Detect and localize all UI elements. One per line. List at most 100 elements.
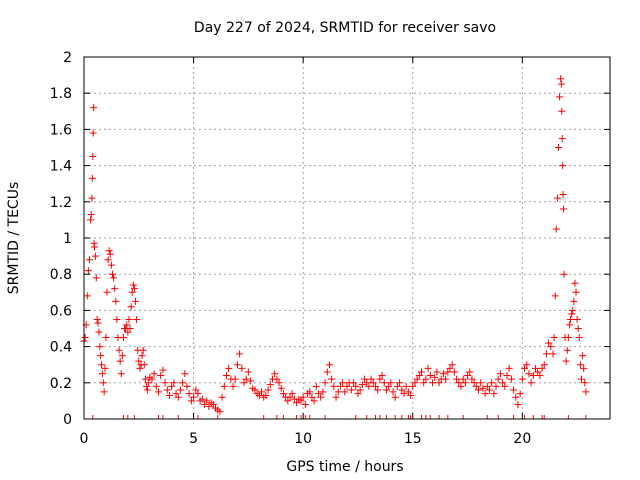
- data-point: [336, 382, 344, 390]
- data-point: [540, 361, 548, 369]
- data-point: [580, 364, 588, 372]
- data-point: [545, 339, 553, 347]
- data-point: [527, 379, 535, 387]
- data-point: [308, 393, 316, 401]
- data-point: [181, 370, 189, 378]
- data-point: [488, 379, 496, 387]
- data-point: [136, 364, 144, 372]
- data-point: [198, 395, 206, 403]
- data-point: [132, 297, 140, 305]
- data-point: [306, 388, 314, 396]
- data-point: [448, 361, 456, 369]
- y-tick-label: 1.4: [50, 159, 72, 175]
- data-point: [557, 80, 565, 88]
- data-point: [91, 243, 99, 251]
- data-point: [563, 346, 571, 354]
- data-point: [319, 388, 327, 396]
- data-point: [88, 174, 96, 182]
- data-point: [150, 370, 158, 378]
- data-point: [505, 364, 513, 372]
- baseline-markers: [92, 415, 587, 419]
- data-point: [301, 401, 309, 409]
- data-point: [87, 216, 95, 224]
- data-point: [547, 343, 555, 351]
- data-point: [328, 375, 336, 383]
- y-tick-label: 0.6: [50, 303, 72, 319]
- data-point: [240, 379, 248, 387]
- data-point: [89, 153, 97, 161]
- data-point: [559, 162, 567, 170]
- data-point: [163, 386, 171, 394]
- data-point: [554, 144, 562, 151]
- data-point: [113, 315, 121, 323]
- y-tick-label: 2: [63, 50, 72, 66]
- data-point: [192, 386, 200, 394]
- data-point: [127, 303, 135, 311]
- data-point: [560, 270, 568, 278]
- data-point: [579, 352, 587, 360]
- data-point: [129, 281, 137, 289]
- data-point: [354, 390, 362, 398]
- data-point: [531, 364, 539, 372]
- data-point: [95, 328, 103, 336]
- data-point: [411, 379, 419, 387]
- data-point: [104, 256, 112, 264]
- data-point: [350, 379, 358, 387]
- data-point: [128, 288, 136, 296]
- y-tick-label: 1: [63, 231, 72, 247]
- data-point: [365, 382, 373, 390]
- data-point: [98, 361, 106, 369]
- data-point: [222, 372, 230, 380]
- data-point: [457, 382, 465, 390]
- data-point: [170, 379, 178, 387]
- x-tick-label: 15: [404, 431, 422, 447]
- data-point: [185, 390, 193, 398]
- data-point: [148, 375, 156, 383]
- data-point: [552, 225, 560, 233]
- data-point: [567, 315, 575, 323]
- data-point: [231, 375, 239, 383]
- data-point: [93, 315, 101, 323]
- data-point: [391, 393, 399, 401]
- data-point: [450, 368, 458, 376]
- data-point: [138, 352, 146, 360]
- data-point: [105, 247, 113, 255]
- data-point: [568, 310, 576, 318]
- data-point: [439, 370, 447, 378]
- data-point: [347, 386, 355, 394]
- data-point: [576, 361, 584, 369]
- data-point: [492, 382, 500, 390]
- data-point: [571, 279, 579, 287]
- data-point: [343, 382, 351, 390]
- y-axis-ticks: 0 0.2 0.4 0.6 0.8 1 1.2 1.4 1.6 1.8 2: [50, 50, 610, 428]
- data-point: [258, 388, 266, 396]
- data-point: [87, 210, 95, 218]
- y-tick-label: 0.4: [50, 340, 72, 356]
- data-point: [203, 397, 211, 405]
- data-point: [242, 375, 250, 383]
- y-tick-label: 1.8: [50, 86, 72, 102]
- data-point: [361, 375, 369, 383]
- data-point: [398, 386, 406, 394]
- data-point: [376, 375, 384, 383]
- data-point: [494, 375, 502, 383]
- data-point: [187, 397, 195, 405]
- data-point: [271, 370, 279, 378]
- x-axis-ticks: 0 5 10 15 20: [80, 57, 531, 447]
- data-point: [418, 368, 426, 376]
- data-point: [477, 379, 485, 387]
- data-point: [106, 250, 114, 258]
- data-point: [89, 129, 97, 137]
- data-point: [115, 346, 123, 354]
- data-point: [111, 285, 119, 293]
- data-point: [378, 372, 386, 380]
- data-point: [573, 315, 581, 323]
- data-point: [317, 393, 325, 401]
- data-point: [382, 386, 390, 394]
- data-point: [107, 261, 115, 269]
- data-point: [140, 361, 148, 369]
- data-point: [297, 397, 305, 405]
- grid-lines: [84, 57, 610, 419]
- data-point: [435, 379, 443, 387]
